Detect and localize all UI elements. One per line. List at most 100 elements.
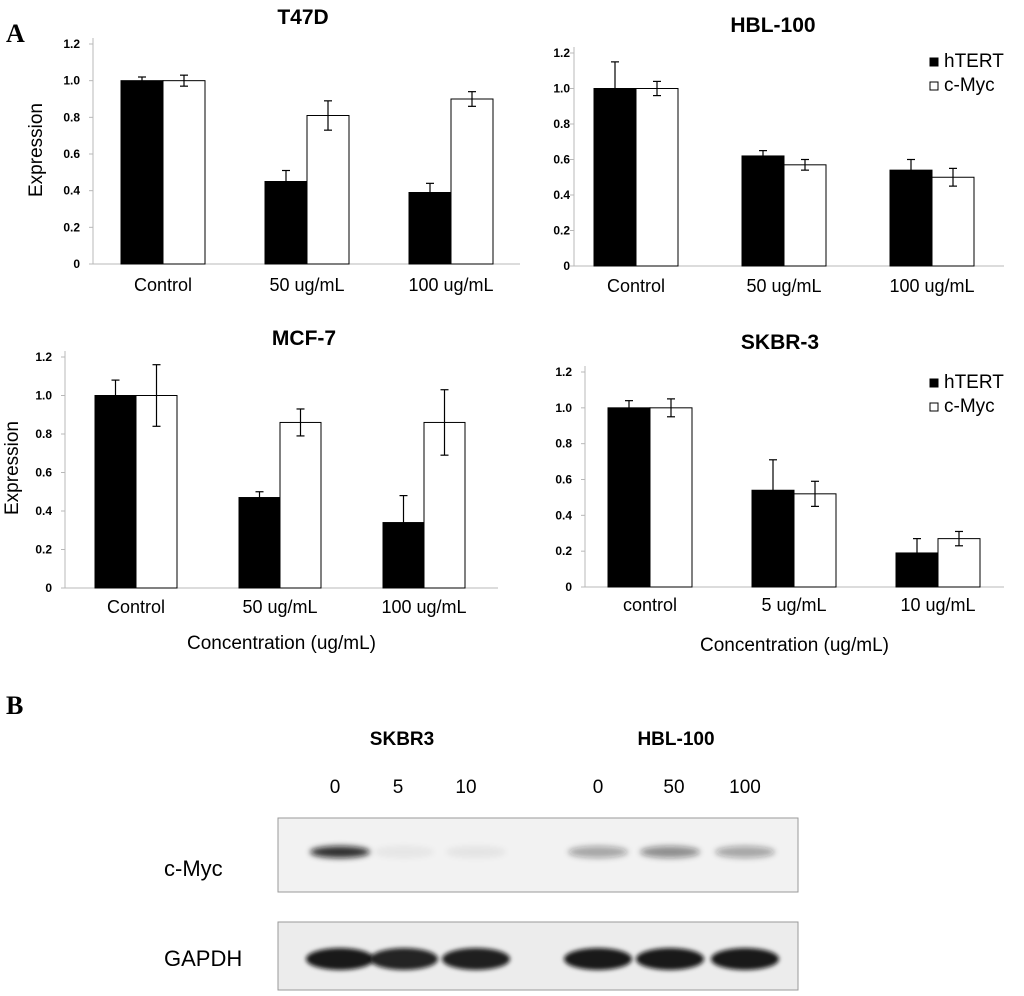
chart-title: HBL-100 — [730, 14, 815, 37]
y-tick-label: 0.6 — [35, 466, 52, 480]
legend-label-htert: hTERT — [944, 372, 1004, 393]
y-tick-label: 0.8 — [63, 110, 80, 124]
blot-band-c-myc — [310, 846, 370, 858]
bar-htert — [120, 80, 164, 265]
y-tick-label: 0.6 — [63, 147, 80, 161]
blot-band-gapdh — [636, 948, 704, 970]
blot-lane-hbl-0: 0 — [593, 777, 604, 798]
bar-c-myc — [793, 493, 837, 588]
y-tick-label: 0.2 — [63, 220, 80, 234]
y-tick-label: 0 — [73, 257, 80, 271]
category-label: 100 ug/mL — [381, 597, 466, 617]
bar-c-myc — [937, 538, 981, 588]
category-label: 10 ug/mL — [900, 595, 975, 615]
bar-c-myc — [450, 98, 494, 265]
y-tick-label: 1.2 — [35, 350, 52, 364]
blot-group-skbr3: SKBR3 — [370, 729, 434, 750]
y-tick-label: 1.2 — [63, 37, 80, 51]
y-tick-label: 0.4 — [555, 508, 572, 522]
legend-label-c-myc: c-Myc — [944, 396, 995, 417]
blot-band-c-myc — [446, 846, 506, 858]
blot-group-hbl-100: HBL-100 — [637, 729, 714, 750]
y-axis-title: Expression — [2, 421, 23, 515]
y-tick-label: 0.2 — [555, 544, 572, 558]
category-label: 100 ug/mL — [408, 275, 493, 295]
blot-band-gapdh — [564, 948, 632, 970]
bar-c-myc — [783, 164, 827, 267]
y-tick-label: 0 — [563, 259, 570, 273]
western-blot-panel: c-Myc GAPDH SKBR3 HBL-100 0 5 10 0 50 10… — [164, 729, 799, 991]
legend-label-htert: hTERT — [944, 51, 1004, 72]
bar-htert — [607, 407, 651, 588]
blot-band-c-myc — [568, 846, 628, 858]
category-label: Control — [607, 276, 665, 296]
y-tick-label: 1.2 — [555, 365, 572, 379]
bar-htert — [593, 88, 637, 267]
blot-strip-c-myc — [277, 817, 799, 893]
bar-c-myc — [649, 407, 693, 588]
blot-band-gapdh — [306, 948, 374, 970]
panel-label-b: B — [6, 691, 23, 720]
blot-row-label-gapdh: GAPDH — [164, 946, 242, 971]
blot-band-gapdh — [442, 948, 510, 970]
category-label: Control — [134, 275, 192, 295]
panel-label-a: A — [6, 19, 25, 48]
blot-lane-skbr3-10: 10 — [455, 777, 476, 798]
y-tick-label: 0.4 — [63, 184, 80, 198]
y-tick-label: 1.0 — [555, 401, 572, 415]
chart-skbr-3: SKBR-3 0 0.2 0.4 0.6 0.8 1.0 1.2 Concentration (… — [555, 331, 1004, 656]
bar-c-myc — [306, 115, 350, 265]
blot-lane-hbl-100: 100 — [729, 777, 761, 798]
blot-band-gapdh — [370, 948, 438, 970]
y-tick-label: 0.4 — [35, 504, 52, 518]
blot-band-c-myc — [715, 846, 775, 858]
y-tick-label: 0.6 — [555, 473, 572, 487]
bar-htert — [264, 181, 308, 265]
chart-t47d: T47D 0 0.2 0.4 0.6 0.8 1.0 1.2 Expression Control… — [26, 6, 520, 295]
x-axis-title: Concentration (ug/mL) — [187, 633, 376, 654]
y-tick-label: 0.6 — [553, 153, 570, 167]
category-label: 100 ug/mL — [889, 276, 974, 296]
bar-htert — [94, 395, 137, 589]
bar-c-myc — [162, 80, 206, 265]
legend-swatch-c-myc — [929, 402, 939, 412]
y-tick-label: 1.0 — [553, 82, 570, 96]
y-tick-label: 0.8 — [553, 117, 570, 131]
y-tick-label: 1.0 — [63, 74, 80, 88]
y-tick-label: 1.0 — [35, 389, 52, 403]
bar-htert — [741, 155, 785, 267]
blot-lane-skbr3-0: 0 — [330, 777, 341, 798]
category-label: 50 ug/mL — [746, 276, 821, 296]
y-tick-label: 0.8 — [555, 437, 572, 451]
category-label: Control — [107, 597, 165, 617]
legend: hTERT c-Myc — [929, 372, 1004, 417]
x-axis-title: Concentration (ug/mL) — [700, 635, 889, 656]
bar-htert — [408, 192, 452, 265]
chart-title: T47D — [277, 6, 328, 29]
blot-band-gapdh — [711, 948, 779, 970]
bar-c-myc — [635, 88, 679, 267]
legend: hTERT c-Myc — [929, 51, 1004, 96]
blot-band-c-myc — [640, 846, 700, 858]
blot-bands — [306, 846, 779, 970]
category-label: 50 ug/mL — [269, 275, 344, 295]
bar-htert — [889, 169, 933, 267]
y-tick-label: 0.2 — [553, 224, 570, 238]
chart-title: MCF-7 — [272, 327, 336, 350]
chart-mcf-7: MCF-7 0 0.2 0.4 0.6 0.8 1.0 1.2 Expression Concen… — [2, 327, 498, 654]
category-label: 50 ug/mL — [242, 597, 317, 617]
chart-title: SKBR-3 — [741, 331, 819, 354]
blot-row-label-c-myc: c-Myc — [164, 856, 223, 881]
y-tick-label: 0.2 — [35, 543, 52, 557]
charts-panel: T47D 0 0.2 0.4 0.6 0.8 1.0 1.2 Expression Control… — [2, 6, 1004, 656]
y-axis-title: Expression — [26, 103, 47, 197]
legend-swatch-htert — [929, 57, 939, 67]
y-tick-label: 0.4 — [553, 188, 570, 202]
bar-c-myc — [279, 421, 322, 589]
blot-band-c-myc — [374, 846, 434, 858]
legend-swatch-c-myc — [929, 81, 939, 91]
y-tick-label: 1.2 — [553, 46, 570, 60]
chart-hbl-100: HBL-100 0 0.2 0.4 0.6 0.8 1.0 1.2 Control 50 ug/m… — [553, 14, 1004, 296]
y-tick-label: 0 — [45, 581, 52, 595]
